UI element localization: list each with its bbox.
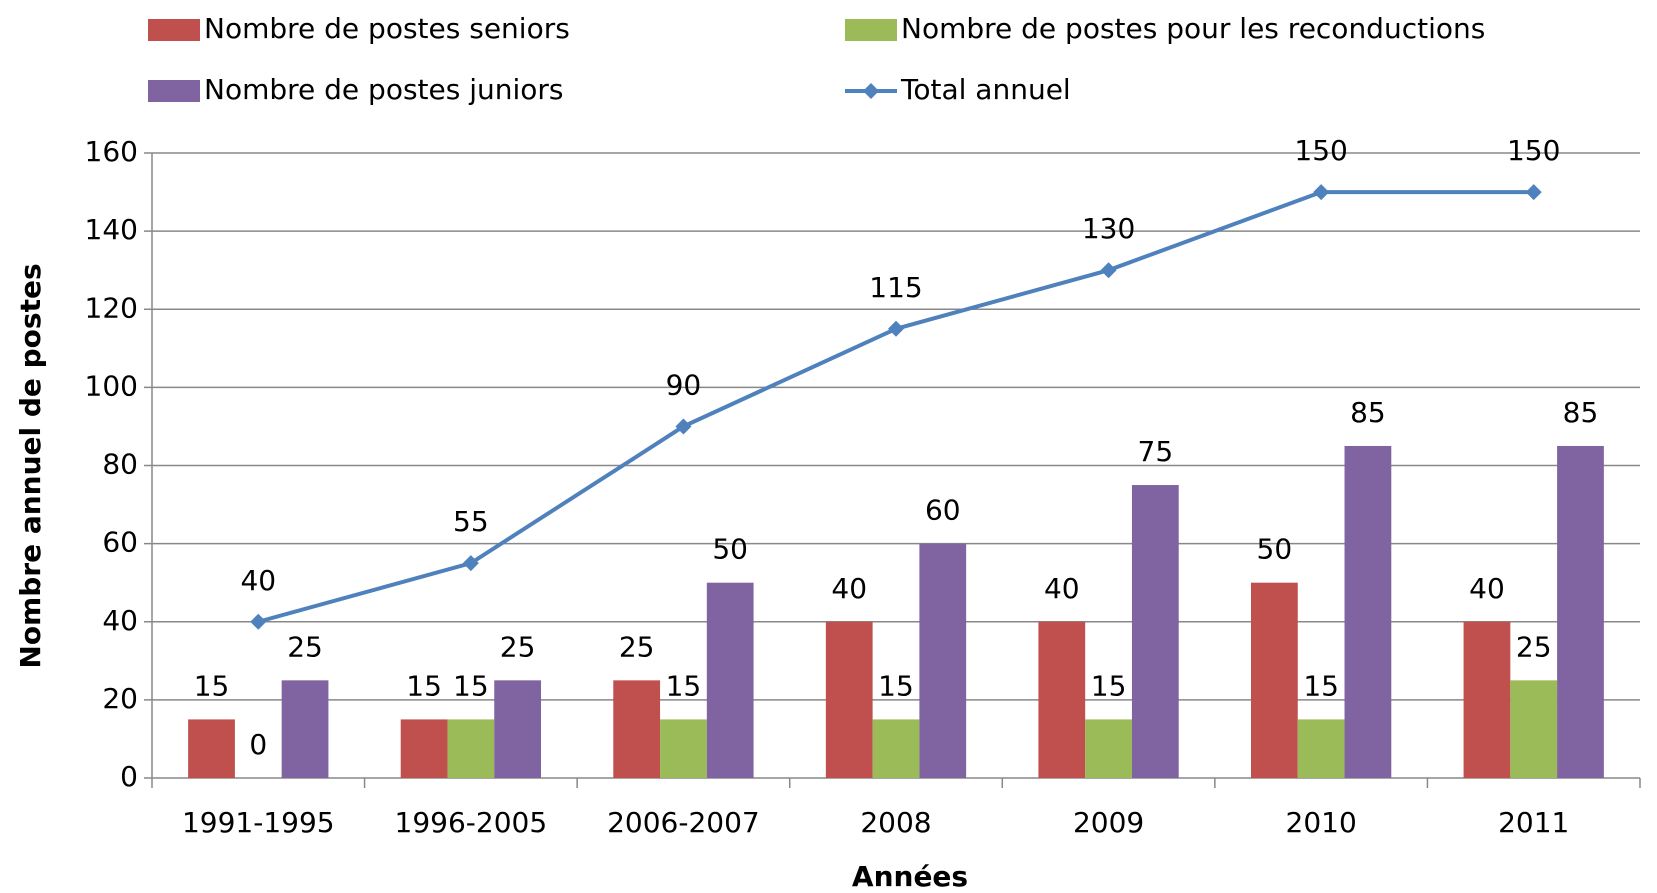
data-label: 50 bbox=[1257, 533, 1293, 566]
bar bbox=[613, 680, 661, 778]
legend-label: Nombre de postes seniors bbox=[204, 12, 570, 45]
legend-swatch bbox=[845, 19, 897, 41]
x-tick-label: 2011 bbox=[1498, 806, 1569, 839]
marker bbox=[1313, 184, 1330, 201]
data-label: 150 bbox=[1507, 134, 1560, 167]
x-axis-title: Années bbox=[852, 860, 968, 893]
data-label: 90 bbox=[666, 368, 702, 401]
x-tick-label: 2008 bbox=[860, 806, 931, 839]
bar bbox=[494, 680, 542, 778]
data-label: 40 bbox=[831, 572, 867, 605]
bar bbox=[660, 719, 707, 778]
data-label: 115 bbox=[869, 271, 922, 304]
bar bbox=[706, 582, 754, 778]
marker bbox=[462, 555, 479, 572]
marker bbox=[675, 418, 692, 435]
bar bbox=[919, 543, 967, 778]
legend-label: Nombre de postes juniors bbox=[204, 73, 564, 106]
bar bbox=[447, 719, 495, 778]
bar bbox=[1085, 719, 1132, 778]
bar bbox=[400, 719, 448, 778]
y-tick-label: 60 bbox=[102, 526, 138, 559]
y-tick-label: 120 bbox=[85, 291, 138, 324]
x-tick-label: 2006-2007 bbox=[607, 806, 760, 839]
x-tick-label: 2009 bbox=[1073, 806, 1144, 839]
bar bbox=[1510, 680, 1558, 778]
x-tick-label: 1996-2005 bbox=[395, 806, 548, 839]
data-label: 15 bbox=[666, 669, 702, 702]
legend-label: Total annuel bbox=[900, 73, 1071, 106]
data-label: 15 bbox=[453, 669, 489, 702]
data-label: 85 bbox=[1563, 396, 1599, 429]
data-label: 0 bbox=[249, 728, 267, 761]
marker bbox=[888, 320, 904, 337]
bar bbox=[1131, 485, 1179, 778]
data-label: 25 bbox=[287, 630, 323, 663]
data-label: 60 bbox=[925, 494, 961, 527]
data-label: 15 bbox=[878, 669, 914, 702]
data-label: 150 bbox=[1294, 134, 1347, 167]
bar bbox=[1250, 582, 1298, 778]
bar bbox=[1297, 719, 1345, 778]
y-axis-title: Nombre annuel de postes bbox=[14, 263, 47, 668]
bar bbox=[872, 719, 920, 778]
marker bbox=[250, 613, 267, 630]
data-label: 50 bbox=[712, 533, 748, 566]
legend-swatch bbox=[863, 83, 879, 99]
data-label: 40 bbox=[240, 564, 276, 597]
y-tick-label: 0 bbox=[120, 760, 138, 793]
y-tick-label: 160 bbox=[85, 135, 138, 168]
data-label: 40 bbox=[1469, 572, 1505, 605]
legend-swatch bbox=[148, 80, 200, 102]
data-label: 85 bbox=[1350, 396, 1386, 429]
data-label: 130 bbox=[1082, 212, 1135, 245]
y-tick-label: 20 bbox=[102, 682, 138, 715]
y-tick-label: 40 bbox=[102, 604, 138, 637]
marker bbox=[1525, 184, 1542, 201]
data-label: 15 bbox=[406, 669, 442, 702]
line bbox=[257, 190, 1534, 624]
y-tick-label: 140 bbox=[85, 213, 138, 246]
x-tick-label: 2010 bbox=[1286, 806, 1357, 839]
bar bbox=[1038, 621, 1086, 778]
bar bbox=[188, 719, 235, 778]
data-label: 25 bbox=[500, 630, 536, 663]
y-tick-label: 80 bbox=[102, 448, 138, 481]
data-label: 55 bbox=[453, 505, 489, 538]
data-label: 25 bbox=[1516, 630, 1552, 663]
y-tick-label: 100 bbox=[85, 369, 138, 402]
bar bbox=[281, 680, 329, 778]
bar bbox=[825, 621, 873, 778]
data-label: 15 bbox=[1091, 669, 1127, 702]
data-label: 75 bbox=[1138, 435, 1174, 468]
data-label: 40 bbox=[1044, 572, 1080, 605]
bar bbox=[1557, 445, 1604, 778]
marker bbox=[1100, 262, 1117, 279]
data-label: 15 bbox=[194, 669, 230, 702]
x-tick-label: 1991-1995 bbox=[182, 806, 335, 839]
data-label: 25 bbox=[619, 630, 655, 663]
data-label: 15 bbox=[1303, 669, 1339, 702]
legend-swatch bbox=[148, 19, 200, 41]
legend-label: Nombre de postes pour les reconductions bbox=[901, 12, 1485, 45]
bar bbox=[1463, 621, 1511, 778]
bar bbox=[1344, 445, 1392, 778]
